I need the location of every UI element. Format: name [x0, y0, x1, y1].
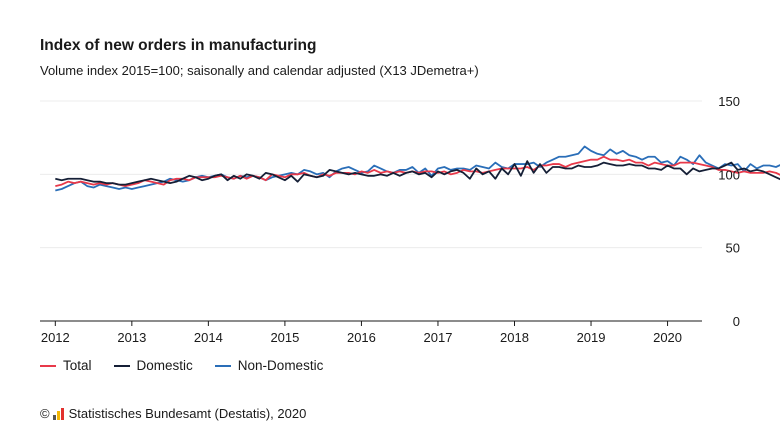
- series-line-domestic: [55, 160, 780, 186]
- source-footer: © Statistisches Bundesamt (Destatis), 20…: [40, 406, 306, 421]
- x-tick-label-2015: 2015: [270, 330, 299, 345]
- source-text: Statistisches Bundesamt (Destatis), 2020: [68, 406, 307, 421]
- chart-title: Index of new orders in manufacturing: [40, 37, 317, 54]
- y-tick-label-100: 100: [718, 167, 740, 182]
- copyright-symbol: ©: [40, 406, 50, 421]
- y-tick-label-0: 0: [733, 314, 740, 329]
- legend-item-domestic[interactable]: Domestic: [113, 358, 193, 373]
- legend-swatch-total: [40, 364, 56, 367]
- legend-swatch-domestic: [113, 364, 130, 367]
- x-tick-label-2012: 2012: [41, 330, 70, 345]
- series-line-non-domestic: [55, 145, 780, 192]
- chart-subtitle: Volume index 2015=100; saisonally and ca…: [40, 63, 479, 78]
- x-tick-label-2018: 2018: [500, 330, 529, 345]
- legend-item-non-domestic[interactable]: Non-Domestic: [214, 358, 324, 373]
- y-tick-label-150: 150: [718, 94, 740, 109]
- x-tick-label-2017: 2017: [424, 330, 453, 345]
- x-tick-label-2016: 2016: [347, 330, 376, 345]
- series-lines: [55, 145, 780, 192]
- y-tick-label-50: 50: [726, 241, 740, 256]
- legend-swatch-non-domestic: [214, 364, 231, 367]
- x-axis: [40, 320, 702, 326]
- grid-lines: [40, 100, 702, 249]
- legend-label-domestic: Domestic: [136, 358, 193, 373]
- legend: Total Domestic Non-Domestic: [40, 358, 323, 373]
- x-axis-labels: 2012 2013 2014 2015 2016 2017 2018 2019 2020: [41, 330, 682, 345]
- x-tick-label-2013: 2013: [117, 330, 146, 345]
- x-tick-label-2020: 2020: [653, 330, 682, 345]
- legend-label-non-domestic: Non-Domestic: [237, 358, 324, 373]
- legend-item-total[interactable]: Total: [40, 358, 92, 373]
- x-tick-label-2014: 2014: [194, 330, 223, 345]
- x-tick-label-2019: 2019: [577, 330, 606, 345]
- legend-label-total: Total: [63, 358, 92, 373]
- destatis-logo-icon: [52, 407, 64, 420]
- y-axis-labels: 0 50 100 150: [718, 94, 740, 329]
